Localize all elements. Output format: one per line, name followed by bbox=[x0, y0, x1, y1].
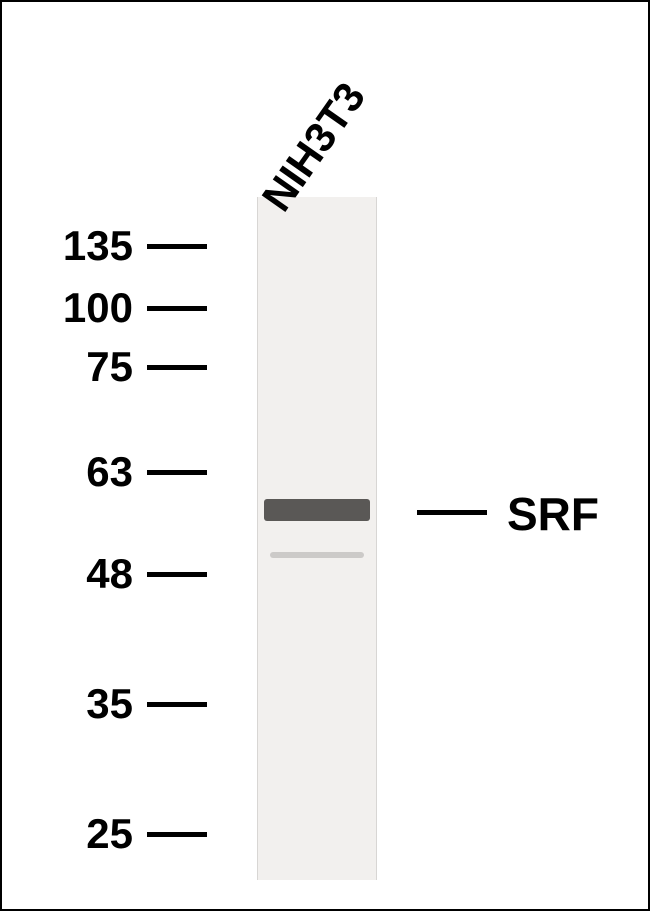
marker-35: 35 bbox=[86, 680, 133, 728]
marker-75: 75 bbox=[86, 343, 133, 391]
marker-tick-48 bbox=[147, 572, 207, 577]
marker-tick-75 bbox=[147, 365, 207, 370]
marker-100: 100 bbox=[63, 284, 133, 332]
protein-label: SRF bbox=[507, 487, 599, 541]
marker-63: 63 bbox=[86, 448, 133, 496]
marker-135: 135 bbox=[63, 222, 133, 270]
marker-48: 48 bbox=[86, 550, 133, 598]
western-blot-figure: { "figure": { "type": "western-blot", "w… bbox=[2, 2, 648, 909]
marker-tick-25 bbox=[147, 832, 207, 837]
marker-tick-63 bbox=[147, 470, 207, 475]
faint-band bbox=[270, 552, 364, 558]
marker-tick-135 bbox=[147, 244, 207, 249]
srf-band bbox=[264, 499, 370, 521]
protein-pointer bbox=[417, 510, 487, 515]
marker-25: 25 bbox=[86, 810, 133, 858]
marker-tick-100 bbox=[147, 306, 207, 311]
marker-tick-35 bbox=[147, 702, 207, 707]
blot-lane bbox=[257, 197, 377, 880]
